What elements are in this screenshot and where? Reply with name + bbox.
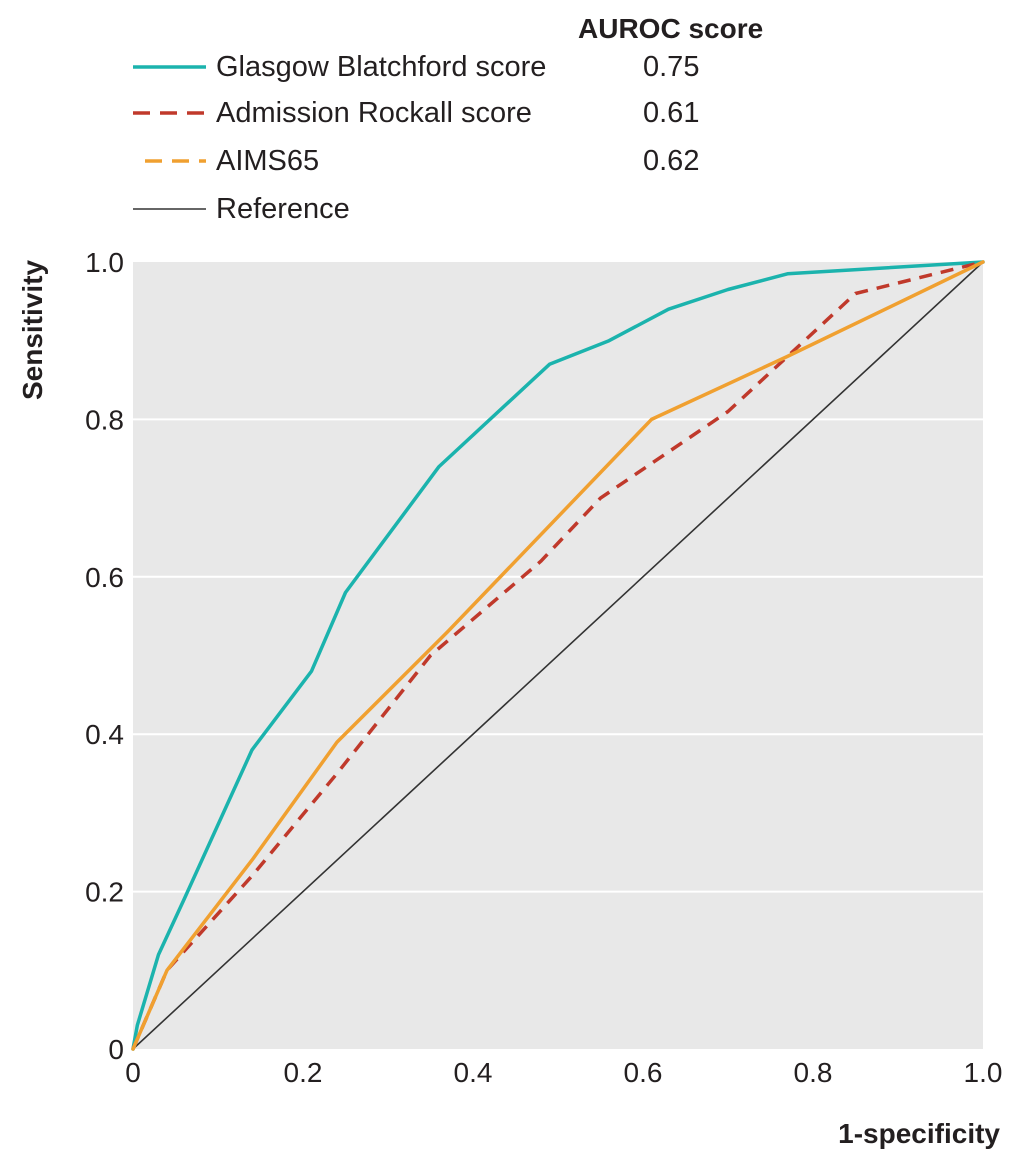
x-tick-label: 0.6 [624, 1057, 663, 1088]
legend-label: Glasgow Blatchford score [216, 51, 546, 83]
legend-rows: Glasgow Blatchford score 0.75 Admission Ro… [133, 51, 699, 225]
axis-ticks: 0 0.2 0.4 0.6 0.8 1.0 0 0.2 0.4 0.6 0.8 1.0 [85, 247, 1002, 1088]
y-tick-label: 0 [108, 1034, 124, 1065]
y-tick-label: 0.6 [85, 562, 124, 593]
legend-item-reference: Reference [133, 193, 350, 225]
x-tick-label: 0 [125, 1057, 141, 1088]
legend-item-admission-rockall-score: Admission Rockall score 0.61 [133, 97, 699, 129]
x-tick-label: 0.4 [454, 1057, 493, 1088]
x-tick-label: 0.2 [284, 1057, 323, 1088]
series-line-reference [132, 261, 984, 1050]
legend-label: Admission Rockall score [216, 97, 532, 129]
legend-auroc-value: 0.75 [643, 51, 699, 83]
series-layer [131, 260, 985, 1051]
legend-label: AIMS65 [216, 145, 319, 177]
x-tick-label: 0.8 [794, 1057, 833, 1088]
grid-lines [133, 418, 983, 893]
series-line-admission-rockall-score [131, 260, 984, 1050]
legend-item-glasgow-blatchford-score: Glasgow Blatchford score 0.75 [133, 51, 699, 83]
legend-item-aims65: AIMS65 0.62 [145, 145, 699, 177]
y-tick-label: 1.0 [85, 247, 124, 278]
series-line-aims65 [131, 260, 985, 1051]
legend-header: AUROC score [578, 13, 763, 44]
y-tick-label: 0.4 [85, 719, 124, 750]
x-tick-label: 1.0 [964, 1057, 1003, 1088]
y-axis-label: Sensitivity [17, 260, 48, 400]
x-axis-label: 1-specificity [838, 1118, 1000, 1149]
legend-auroc-value: 0.62 [643, 145, 699, 177]
legend: AUROC score Glasgow Blatchford score 0.75… [133, 13, 763, 225]
legend-auroc-value: 0.61 [643, 97, 699, 129]
series-line-glasgow-blatchford-score [131, 260, 985, 1051]
y-tick-label: 0.2 [85, 877, 124, 908]
legend-label: Reference [216, 193, 350, 225]
y-tick-label: 0.8 [85, 404, 124, 435]
